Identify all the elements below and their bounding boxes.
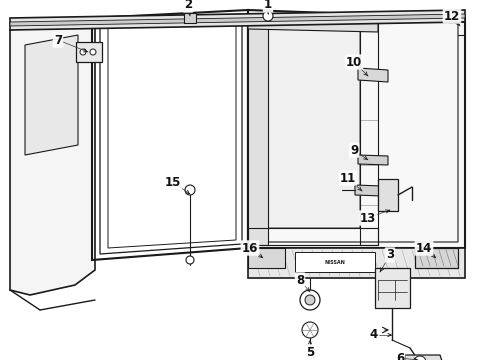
Polygon shape <box>248 248 465 278</box>
Polygon shape <box>248 15 378 32</box>
Circle shape <box>80 49 86 55</box>
Text: 7: 7 <box>54 33 62 46</box>
Text: NISSAN: NISSAN <box>324 261 345 266</box>
Circle shape <box>305 295 315 305</box>
Text: 12: 12 <box>444 9 460 22</box>
Circle shape <box>263 11 273 21</box>
Circle shape <box>90 49 96 55</box>
Polygon shape <box>415 248 458 268</box>
Polygon shape <box>25 35 78 155</box>
Polygon shape <box>268 28 360 228</box>
Text: 15: 15 <box>165 175 181 189</box>
Text: 8: 8 <box>296 274 304 287</box>
Circle shape <box>414 356 426 360</box>
Polygon shape <box>355 185 382 196</box>
Text: 2: 2 <box>184 0 192 12</box>
Polygon shape <box>358 155 388 165</box>
Circle shape <box>186 256 194 264</box>
Polygon shape <box>76 42 102 62</box>
Polygon shape <box>378 179 398 211</box>
Bar <box>184 13 196 23</box>
Polygon shape <box>405 355 445 360</box>
Polygon shape <box>10 10 465 30</box>
Text: 6: 6 <box>396 351 404 360</box>
Circle shape <box>185 185 195 195</box>
Text: 14: 14 <box>416 242 432 255</box>
Text: 13: 13 <box>360 211 376 225</box>
Text: 11: 11 <box>340 171 356 184</box>
Bar <box>295 252 375 272</box>
Text: 10: 10 <box>346 55 362 68</box>
Text: 16: 16 <box>242 242 258 255</box>
Text: 5: 5 <box>306 346 314 359</box>
Polygon shape <box>248 248 285 268</box>
Text: 9: 9 <box>350 144 358 157</box>
Circle shape <box>300 290 320 310</box>
Polygon shape <box>248 15 268 245</box>
Text: 3: 3 <box>386 248 394 261</box>
Text: 1: 1 <box>264 0 272 12</box>
Polygon shape <box>358 68 388 82</box>
Text: 4: 4 <box>370 328 378 342</box>
Polygon shape <box>10 18 95 295</box>
Polygon shape <box>10 14 465 26</box>
Polygon shape <box>375 268 410 308</box>
Circle shape <box>302 322 318 338</box>
Polygon shape <box>248 10 465 248</box>
